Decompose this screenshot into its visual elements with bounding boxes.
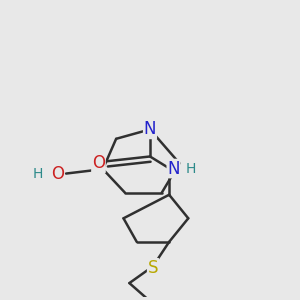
- Text: S: S: [148, 259, 158, 277]
- Text: O: O: [51, 165, 64, 183]
- Text: H: H: [33, 167, 43, 181]
- Text: N: N: [144, 120, 156, 138]
- Text: H: H: [185, 161, 196, 176]
- Text: N: N: [167, 160, 180, 178]
- Text: O: O: [92, 154, 105, 172]
